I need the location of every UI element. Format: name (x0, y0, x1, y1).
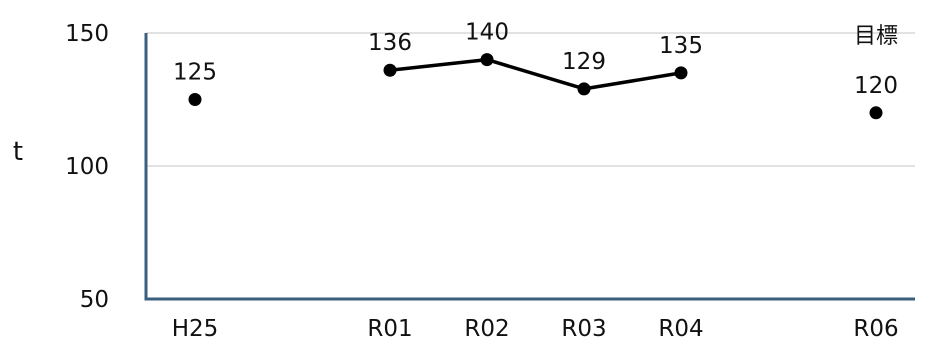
data-point (383, 63, 397, 77)
series-polyline (389, 57, 682, 91)
series-line (389, 57, 682, 91)
x-tick-label: R06 (853, 316, 898, 342)
y-tick-label: 50 (80, 287, 109, 313)
x-tick-label: R04 (658, 316, 703, 342)
y-tick-label: 100 (65, 154, 109, 180)
data-label: 136 (368, 30, 412, 56)
data-point (674, 66, 688, 80)
data-point (869, 106, 883, 120)
y-axis-unit-label: t (13, 137, 23, 167)
y-tick-label: 150 (65, 21, 109, 47)
grid-lines (146, 32, 915, 167)
x-tick-label: R02 (464, 316, 509, 342)
data-point (577, 82, 591, 96)
data-label: 135 (659, 33, 703, 59)
axes (144, 33, 915, 301)
data-label: 125 (173, 60, 217, 86)
data-label: 129 (562, 49, 606, 75)
data-label: 140 (465, 20, 509, 46)
data-label: 120 (854, 73, 898, 99)
x-tick-label: R03 (561, 316, 606, 342)
x-tick-labels: H25 R01 R02 R03 R04 R06 (172, 316, 899, 342)
x-tick-label: R01 (367, 316, 412, 342)
data-labels: 125 136 140 129 135 120 (173, 20, 898, 99)
x-tick-label: H25 (172, 316, 219, 342)
data-point (480, 53, 494, 67)
target-annotation: 目標 (854, 24, 898, 49)
data-point (188, 93, 202, 106)
data-points (188, 53, 883, 120)
y-tick-labels: 50 100 150 (65, 21, 109, 313)
